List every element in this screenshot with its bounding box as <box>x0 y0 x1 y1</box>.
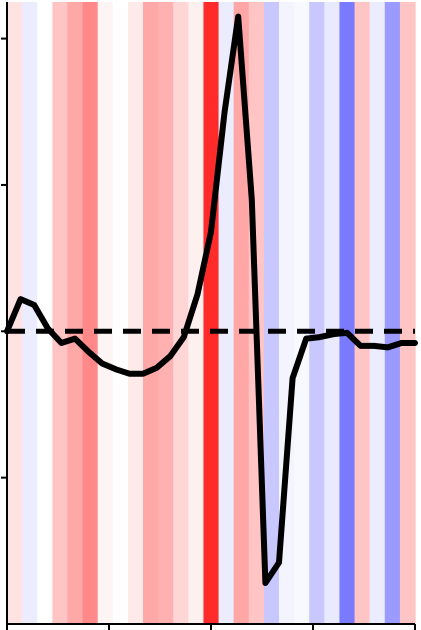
heatmap-band <box>127 2 144 624</box>
heatmap-band <box>52 2 69 624</box>
heatmap-band <box>188 2 205 624</box>
heatmap-band <box>218 2 235 624</box>
heatmap-band <box>158 2 174 624</box>
heatmap-band <box>233 2 250 624</box>
heatmap-band <box>67 2 84 624</box>
heatmap-band <box>82 2 99 624</box>
heatmap-band <box>384 2 401 624</box>
heatmap-band <box>339 2 356 624</box>
heatmap-band <box>263 2 280 624</box>
heatmap-band <box>22 2 38 624</box>
heatmap-band <box>143 2 159 624</box>
heatmap-band <box>294 2 310 624</box>
heatmap-bands <box>7 2 416 624</box>
heatmap-band <box>309 2 325 624</box>
heatmap-band <box>97 2 114 624</box>
heatmap-band <box>354 2 371 624</box>
series-line <box>4 13 418 586</box>
heatmap-band <box>203 2 220 624</box>
heatmap-band <box>399 2 416 624</box>
heatmap-band <box>173 2 189 624</box>
heatmap-band <box>324 2 341 624</box>
heatmap-band <box>369 2 386 624</box>
heatmap-band <box>37 2 53 624</box>
heatmap-band <box>112 2 129 624</box>
